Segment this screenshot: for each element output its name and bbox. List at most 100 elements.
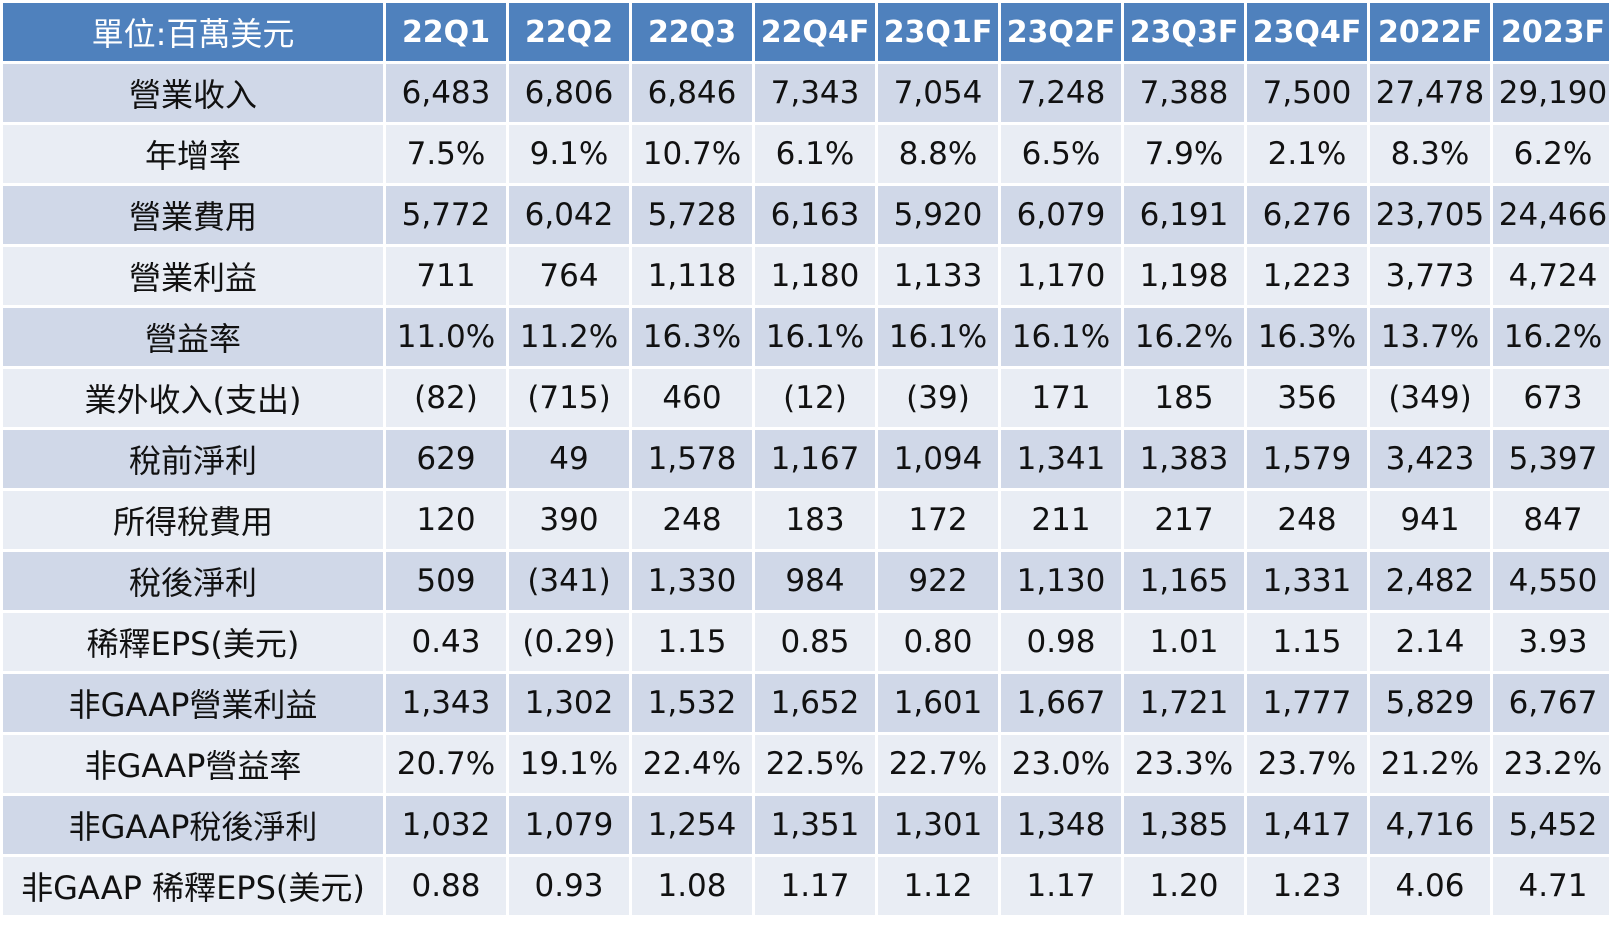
table-cell: 5,772 [386,186,506,244]
table-cell: 1,578 [632,430,752,488]
column-header: 22Q2 [509,3,629,61]
table-cell: 1.23 [1247,857,1367,915]
column-header: 23Q1F [878,3,998,61]
table-cell: 7,500 [1247,64,1367,122]
column-header: 23Q2F [1001,3,1121,61]
row-label: 年增率 [3,125,383,183]
row-label: 所得稅費用 [3,491,383,549]
table-cell: 1,302 [509,674,629,732]
table-cell: 7.9% [1124,125,1244,183]
table-row: 業外收入(支出) (82) (715) 460 (12) (39) 171 185 356 (34… [3,369,1609,427]
table-row: 營業利益 711 764 1,118 1,180 1,133 1,170 1,198 1,223… [3,247,1609,305]
table-cell: 6,191 [1124,186,1244,244]
table-cell: 1,254 [632,796,752,854]
table-cell: 1,601 [878,674,998,732]
table-cell: 22.7% [878,735,998,793]
table-cell: 1,094 [878,430,998,488]
table-cell: 1,165 [1124,552,1244,610]
table-cell: 16.1% [755,308,875,366]
table-cell: 16.3% [1247,308,1367,366]
table-cell: 1,167 [755,430,875,488]
row-label: 非GAAP稅後淨利 [3,796,383,854]
table-cell: 16.2% [1124,308,1244,366]
table-cell: 23.0% [1001,735,1121,793]
table-cell: 1,330 [632,552,752,610]
table-cell: 23,705 [1370,186,1490,244]
row-label: 非GAAP營業利益 [3,674,383,732]
table-cell: 6,767 [1493,674,1609,732]
table-cell: 3,423 [1370,430,1490,488]
table-cell: 1.01 [1124,613,1244,671]
header-row: 單位:百萬美元 22Q1 22Q2 22Q3 22Q4F 23Q1F 23Q2F… [3,3,1609,61]
table-cell: 1,341 [1001,430,1121,488]
row-label: 稅前淨利 [3,430,383,488]
table-cell: 1,351 [755,796,875,854]
table-cell: 10.7% [632,125,752,183]
table-cell: 509 [386,552,506,610]
table-row: 稅後淨利 509 (341) 1,330 984 922 1,130 1,165 1,331 2,… [3,552,1609,610]
table-cell: 4,550 [1493,552,1609,610]
table-cell: 22.4% [632,735,752,793]
table-cell: 2,482 [1370,552,1490,610]
table-cell: 1,170 [1001,247,1121,305]
table-cell: 356 [1247,369,1367,427]
table-cell: 390 [509,491,629,549]
table-cell: 7,388 [1124,64,1244,122]
row-label: 非GAAP 稀釋EPS(美元) [3,857,383,915]
column-header: 2023F [1493,3,1609,61]
table-body: 營業收入 6,483 6,806 6,846 7,343 7,054 7,248 7,388 7… [3,64,1609,915]
column-header: 22Q1 [386,3,506,61]
table-cell: 1,079 [509,796,629,854]
table-cell: 629 [386,430,506,488]
table-cell: 16.1% [1001,308,1121,366]
table-cell: 2.14 [1370,613,1490,671]
column-header: 23Q3F [1124,3,1244,61]
table-cell: 8.8% [878,125,998,183]
table-cell: 16.3% [632,308,752,366]
table-cell: (341) [509,552,629,610]
table-cell: 248 [632,491,752,549]
table-cell: 0.93 [509,857,629,915]
table-cell: 5,920 [878,186,998,244]
row-label: 營業費用 [3,186,383,244]
table-cell: 3.93 [1493,613,1609,671]
table-cell: 1,417 [1247,796,1367,854]
table-cell: 6.5% [1001,125,1121,183]
table-cell: 7,054 [878,64,998,122]
table-cell: 6.1% [755,125,875,183]
table-cell: 1,331 [1247,552,1367,610]
table-cell: (12) [755,369,875,427]
column-header: 22Q4F [755,3,875,61]
table-cell: 7,343 [755,64,875,122]
table-cell: 5,397 [1493,430,1609,488]
table-cell: 984 [755,552,875,610]
table-cell: 23.2% [1493,735,1609,793]
table-cell: 1,579 [1247,430,1367,488]
table-cell: 19.1% [509,735,629,793]
table-row: 非GAAP營業利益 1,343 1,302 1,532 1,652 1,601 1,667 1… [3,674,1609,732]
table-cell: 1.17 [1001,857,1121,915]
table-cell: (715) [509,369,629,427]
table-cell: 1,385 [1124,796,1244,854]
table-cell: 217 [1124,491,1244,549]
table-cell: 6,079 [1001,186,1121,244]
table-cell: 847 [1493,491,1609,549]
table-cell: 3,773 [1370,247,1490,305]
row-label: 營業利益 [3,247,383,305]
table-cell: 1,777 [1247,674,1367,732]
table-cell: (0.29) [509,613,629,671]
table-cell: 6,846 [632,64,752,122]
table-cell: 49 [509,430,629,488]
table-cell: 8.3% [1370,125,1490,183]
table-cell: 6,163 [755,186,875,244]
table-cell: 4.71 [1493,857,1609,915]
table-cell: 13.7% [1370,308,1490,366]
table-row: 非GAAP 稀釋EPS(美元) 0.88 0.93 1.08 1.17 1.12 1.17 1… [3,857,1609,915]
row-label: 營益率 [3,308,383,366]
table-cell: 1,652 [755,674,875,732]
table-row: 非GAAP營益率 20.7% 19.1% 22.4% 22.5% 22.7% 23.0% 23… [3,735,1609,793]
table-cell: 211 [1001,491,1121,549]
table-cell: 20.7% [386,735,506,793]
table-cell: 23.7% [1247,735,1367,793]
